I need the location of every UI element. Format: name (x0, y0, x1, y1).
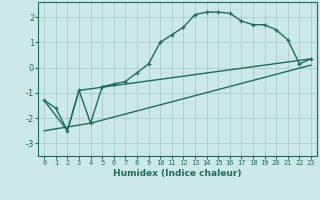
X-axis label: Humidex (Indice chaleur): Humidex (Indice chaleur) (113, 169, 242, 178)
